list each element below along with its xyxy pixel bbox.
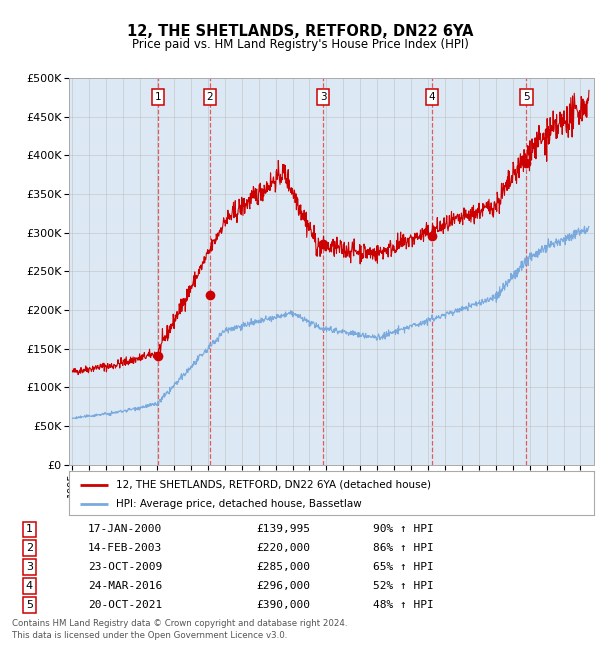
Text: £285,000: £285,000 bbox=[256, 562, 310, 572]
Text: 65% ↑ HPI: 65% ↑ HPI bbox=[373, 562, 434, 572]
Text: 52% ↑ HPI: 52% ↑ HPI bbox=[373, 581, 434, 591]
Text: 20-OCT-2021: 20-OCT-2021 bbox=[88, 600, 162, 610]
Text: This data is licensed under the Open Government Licence v3.0.: This data is licensed under the Open Gov… bbox=[12, 630, 287, 640]
Text: HPI: Average price, detached house, Bassetlaw: HPI: Average price, detached house, Bass… bbox=[116, 499, 362, 510]
Text: 3: 3 bbox=[26, 562, 33, 572]
Text: 5: 5 bbox=[523, 92, 530, 102]
Text: 4: 4 bbox=[26, 581, 33, 591]
Text: 24-MAR-2016: 24-MAR-2016 bbox=[88, 581, 162, 591]
Text: 1: 1 bbox=[26, 525, 33, 534]
Text: 1: 1 bbox=[154, 92, 161, 102]
Text: 90% ↑ HPI: 90% ↑ HPI bbox=[373, 525, 434, 534]
Text: 17-JAN-2000: 17-JAN-2000 bbox=[88, 525, 162, 534]
Text: 14-FEB-2003: 14-FEB-2003 bbox=[88, 543, 162, 553]
Text: 2: 2 bbox=[26, 543, 33, 553]
Text: 86% ↑ HPI: 86% ↑ HPI bbox=[373, 543, 434, 553]
Text: £139,995: £139,995 bbox=[256, 525, 310, 534]
Text: 12, THE SHETLANDS, RETFORD, DN22 6YA (detached house): 12, THE SHETLANDS, RETFORD, DN22 6YA (de… bbox=[116, 480, 431, 489]
Text: 4: 4 bbox=[428, 92, 435, 102]
Text: Price paid vs. HM Land Registry's House Price Index (HPI): Price paid vs. HM Land Registry's House … bbox=[131, 38, 469, 51]
Text: 23-OCT-2009: 23-OCT-2009 bbox=[88, 562, 162, 572]
Text: 12, THE SHETLANDS, RETFORD, DN22 6YA: 12, THE SHETLANDS, RETFORD, DN22 6YA bbox=[127, 24, 473, 39]
Text: £220,000: £220,000 bbox=[256, 543, 310, 553]
Text: Contains HM Land Registry data © Crown copyright and database right 2024.: Contains HM Land Registry data © Crown c… bbox=[12, 619, 347, 628]
Text: 3: 3 bbox=[320, 92, 326, 102]
Text: 5: 5 bbox=[26, 600, 33, 610]
Text: £390,000: £390,000 bbox=[256, 600, 310, 610]
Text: £296,000: £296,000 bbox=[256, 581, 310, 591]
Text: 2: 2 bbox=[206, 92, 213, 102]
Text: 48% ↑ HPI: 48% ↑ HPI bbox=[373, 600, 434, 610]
